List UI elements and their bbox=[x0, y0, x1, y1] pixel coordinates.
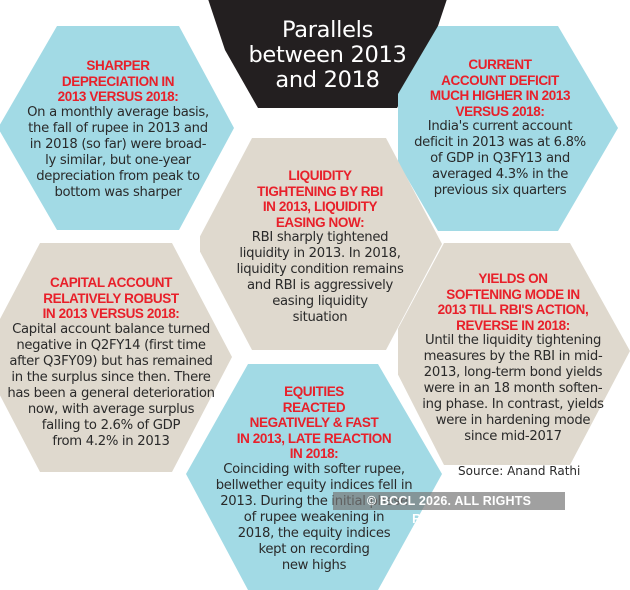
hexagon-shape bbox=[0, 243, 232, 472]
hexagon-body: On a monthly average basis, the fall of … bbox=[27, 104, 209, 200]
hexagon-capital-account: CAPITAL ACCOUNT RELATIVELY ROBUST IN 201… bbox=[0, 243, 232, 472]
hexagon-equities: EQUITIES REACTED NEGATIVELY & FAST IN 20… bbox=[186, 364, 442, 590]
source-label: Source: Anand Rathi bbox=[458, 464, 581, 478]
hexagon-liquidity-tightening: LIQUIDITY TIGHTENING BY RBI IN 2013, LIQ… bbox=[200, 138, 442, 350]
hexagon-body: India's current account deficit in 2013 … bbox=[414, 119, 586, 198]
hexagon-shape bbox=[208, 0, 447, 108]
hexagon-body: Until the liquidity tightening measures … bbox=[422, 333, 604, 444]
hexagon-heading: EQUITIES REACTED NEGATIVELY & FAST IN 20… bbox=[236, 384, 392, 461]
copyright-watermark: © BCCL 2026. ALL RIGHTS RESERVED. bbox=[333, 492, 565, 526]
title-hexagon: Parallels between 2013 and 2018 bbox=[205, 0, 450, 110]
hexagon-yields: YIELDS ON SOFTENING MODE IN 2013 TILL RB… bbox=[398, 243, 630, 465]
hexagon-heading: LIQUIDITY TIGHTENING BY RBI IN 2013, LIQ… bbox=[257, 168, 383, 230]
hexagon-current-account-deficit: CURRENT ACCOUNT DEFICIT MUCH HIGHER IN 2… bbox=[398, 26, 622, 231]
hexagon-body: RBI sharply tightened liquidity in 2013.… bbox=[236, 230, 404, 325]
hexagon-heading: YIELDS ON SOFTENING MODE IN 2013 TILL RB… bbox=[437, 271, 589, 333]
hexagon-shape bbox=[398, 243, 630, 465]
hexagon-heading: CAPITAL ACCOUNT RELATIVELY ROBUST IN 201… bbox=[42, 275, 180, 321]
hexagon-body: Coinciding with softer rupee, bellwether… bbox=[215, 461, 413, 573]
hexagon-heading: SHARPER DEPRECIATION IN 2013 VERSUS 2018… bbox=[57, 58, 179, 104]
hexagon-sharper-depreciation: SHARPER DEPRECIATION IN 2013 VERSUS 2018… bbox=[0, 26, 234, 230]
hexagon-shape bbox=[0, 26, 234, 230]
hexagon-shape bbox=[398, 26, 618, 231]
hexagon-shape bbox=[200, 138, 442, 350]
hexagon-shape bbox=[186, 364, 442, 590]
hexagon-body: Capital account balance turned negative … bbox=[7, 321, 215, 449]
infographic-title: Parallels between 2013 and 2018 bbox=[248, 17, 407, 93]
hexagon-heading: CURRENT ACCOUNT DEFICIT MUCH HIGHER IN 2… bbox=[429, 57, 571, 119]
